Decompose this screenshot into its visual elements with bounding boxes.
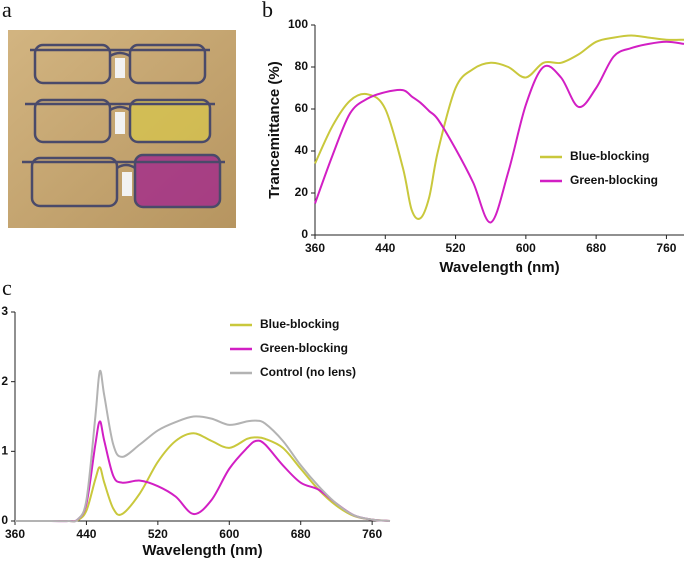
- series-line: [14, 369, 391, 523]
- tag: [115, 112, 125, 134]
- series-line: [14, 432, 391, 523]
- panel-label: a: [2, 0, 12, 22]
- legend-label: Control (no lens): [260, 365, 356, 379]
- y-tick-label: 60: [295, 101, 309, 115]
- x-tick-label: 760: [656, 241, 676, 255]
- x-axis-label: Wavelength (nm): [439, 259, 559, 276]
- x-tick-label: 360: [5, 527, 25, 541]
- legend-label: Green-blocking: [570, 173, 658, 187]
- x-tick-label: 360: [305, 241, 325, 255]
- y-tick-label: 0: [301, 227, 308, 241]
- panel-label: c: [2, 275, 12, 300]
- tag: [115, 58, 125, 78]
- y-axis-label: Trancemittance (%): [266, 61, 283, 199]
- x-tick-label: 520: [148, 527, 168, 541]
- y-tick-label: 20: [295, 185, 309, 199]
- y-tick-label: 80: [295, 59, 309, 73]
- y-tick-label: 2: [1, 374, 8, 388]
- y-tick-label: 1: [1, 444, 8, 458]
- panel-label: b: [262, 0, 273, 22]
- x-tick-label: 600: [516, 241, 536, 255]
- photo: [8, 30, 236, 228]
- x-tick-label: 440: [76, 527, 96, 541]
- x-tick-label: 680: [291, 527, 311, 541]
- y-tick-label: 40: [295, 143, 309, 157]
- x-tick-label: 680: [586, 241, 606, 255]
- x-tick-label: 440: [375, 241, 395, 255]
- series-line: [314, 40, 685, 224]
- x-axis-label: Wavelength (nm): [142, 542, 262, 559]
- x-tick-label: 520: [446, 241, 466, 255]
- tag: [122, 172, 132, 196]
- legend-label: Blue-blocking: [570, 149, 649, 163]
- y-tick-label: 3: [1, 304, 8, 318]
- x-tick-label: 760: [362, 527, 382, 541]
- series-line: [314, 34, 685, 220]
- x-tick-label: 600: [219, 527, 239, 541]
- y-tick-label: 100: [288, 17, 308, 31]
- legend-label: Green-blocking: [260, 341, 348, 355]
- glasses: [22, 43, 225, 209]
- y-tick-label: 0: [1, 513, 8, 527]
- legend-label: Blue-blocking: [260, 317, 339, 331]
